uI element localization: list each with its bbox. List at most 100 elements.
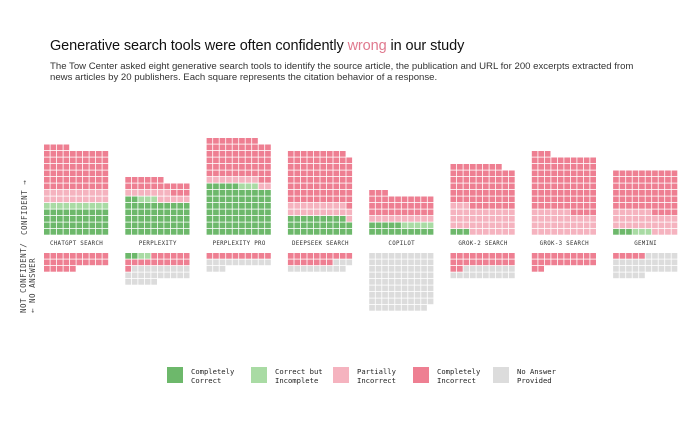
- grok-2-search-not-confident-square: [450, 253, 457, 259]
- chatgpt-search-confident-square: [83, 151, 89, 157]
- copilot-not-confident-square: [401, 266, 408, 272]
- grok-3-search-confident-square: [557, 190, 564, 196]
- gemini-confident-square: [645, 196, 652, 203]
- perplexity-pro-confident-square: [213, 196, 219, 203]
- grok-2-search-confident-square: [457, 229, 463, 235]
- perplexity-pro-confident-square: [245, 216, 252, 222]
- deepseek-search-not-confident-square: [287, 259, 294, 266]
- perplexity-confident-square: [144, 229, 151, 235]
- perplexity-confident-square: [157, 183, 164, 190]
- perplexity-pro-not-confident-square: [239, 253, 245, 259]
- chatgpt-search-confident-square: [70, 216, 76, 222]
- perplexity-confident-square: [131, 222, 138, 229]
- deepseek-search-not-confident-square: [339, 253, 346, 259]
- chatgpt-search-confident-square: [102, 203, 109, 209]
- deepseek-search-not-confident-square: [320, 266, 327, 272]
- perplexity-pro-confident-square: [206, 138, 213, 144]
- copilot-confident-square: [369, 229, 375, 235]
- deepseek-search-not-confident-square: [346, 259, 353, 266]
- perplexity-pro-confident-square: [258, 209, 265, 216]
- grok-2-search-not-confident-square: [509, 272, 515, 279]
- copilot-confident-square: [408, 229, 414, 235]
- deepseek-search-confident-square: [320, 164, 327, 170]
- perplexity-pro-confident-square: [213, 170, 219, 177]
- grok-2-search-confident-square: [463, 190, 470, 196]
- copilot-confident-square: [388, 222, 395, 229]
- perplexity-pro-not-confident-square: [239, 259, 245, 266]
- deepseek-search-confident-square: [326, 190, 333, 196]
- perplexity-pro-confident-square: [239, 144, 245, 151]
- perplexity-confident-square: [151, 209, 157, 216]
- copilot-not-confident-square: [395, 253, 401, 259]
- deepseek-search-confident-square: [313, 157, 320, 164]
- chatgpt-search-not-confident-square: [76, 259, 83, 266]
- chatgpt-search-confident-square: [76, 222, 83, 229]
- perplexity-pro-confident-square: [245, 138, 252, 144]
- perplexity-pro-confident-square: [213, 164, 219, 170]
- grok-2-search-not-confident-square: [463, 266, 470, 272]
- grok-3-search-confident-square: [564, 190, 570, 196]
- gemini-confident-square: [639, 196, 645, 203]
- deepseek-search-confident-square: [294, 170, 301, 177]
- perplexity-confident-square: [183, 183, 190, 190]
- chatgpt-search-confident-square: [63, 164, 70, 170]
- legend-swatch-partially-incorrect: [333, 367, 349, 383]
- copilot-not-confident-square: [369, 279, 375, 285]
- grok-2-search-confident-square: [483, 203, 489, 209]
- perplexity-pro-confident-square: [245, 190, 252, 196]
- deepseek-search-confident-square: [287, 229, 294, 235]
- gemini-confident-square: [645, 170, 652, 177]
- grok-2-search-confident-square: [463, 222, 470, 229]
- perplexity-confident-square: [131, 190, 138, 196]
- perplexity-pro-confident-square: [206, 177, 213, 183]
- chatgpt-search-confident-square: [57, 144, 63, 151]
- copilot-confident-square: [395, 209, 401, 216]
- copilot-confident-square: [427, 229, 434, 235]
- grok-3-search-confident-square: [551, 196, 557, 203]
- copilot-not-confident-square: [401, 285, 408, 292]
- chart-title: Generative search tools were often confi…: [50, 38, 464, 54]
- grok-2-search-confident-square: [489, 177, 496, 183]
- perplexity-confident-square: [183, 229, 190, 235]
- perplexity-pro-confident-square: [226, 216, 232, 222]
- deepseek-search-confident-square: [300, 170, 307, 177]
- chatgpt-search-confident-square: [76, 190, 83, 196]
- chatgpt-search-confident-square: [89, 229, 96, 235]
- chatgpt-search-confident-square: [44, 177, 50, 183]
- deepseek-search-confident-square: [307, 222, 314, 229]
- gemini-confident-square: [632, 216, 639, 222]
- gemini-not-confident-square: [613, 266, 619, 272]
- grok-3-search-confident-square: [590, 229, 596, 235]
- copilot-not-confident-square: [427, 253, 434, 259]
- gemini-confident-square: [652, 203, 658, 209]
- gemini-confident-square: [619, 203, 626, 209]
- gemini-confident-square: [665, 170, 671, 177]
- chatgpt-search-confident-square: [70, 177, 76, 183]
- grok-2-search-confident-square: [457, 222, 463, 229]
- perplexity-confident-square: [138, 209, 144, 216]
- perplexity-pro-confident-square: [232, 216, 239, 222]
- perplexity-confident-square: [138, 216, 144, 222]
- perplexity-confident-square: [144, 183, 151, 190]
- gemini-confident-square: [619, 222, 626, 229]
- gemini-confident-square: [652, 229, 658, 235]
- gemini-confident-square: [658, 183, 665, 190]
- perplexity-not-confident-square: [131, 279, 138, 285]
- perplexity-pro-confident-square: [252, 157, 258, 164]
- perplexity-confident-square: [125, 177, 131, 183]
- deepseek-search-confident-square: [320, 203, 327, 209]
- deepseek-search-confident-square: [346, 209, 353, 216]
- copilot-not-confident-square: [421, 292, 427, 298]
- deepseek-search-confident-square: [300, 151, 307, 157]
- grok-3-search-confident-square: [577, 222, 583, 229]
- perplexity-confident-square: [125, 183, 131, 190]
- deepseek-search-confident-square: [300, 190, 307, 196]
- grok-3-search-confident-square: [551, 216, 557, 222]
- chatgpt-search-confident-square: [83, 157, 89, 164]
- grok-3-search-confident-square: [583, 209, 590, 216]
- copilot-not-confident-square: [395, 292, 401, 298]
- deepseek-search-not-confident-square: [300, 259, 307, 266]
- grok-3-search-confident-square: [538, 222, 544, 229]
- perplexity-not-confident-square: [177, 266, 183, 272]
